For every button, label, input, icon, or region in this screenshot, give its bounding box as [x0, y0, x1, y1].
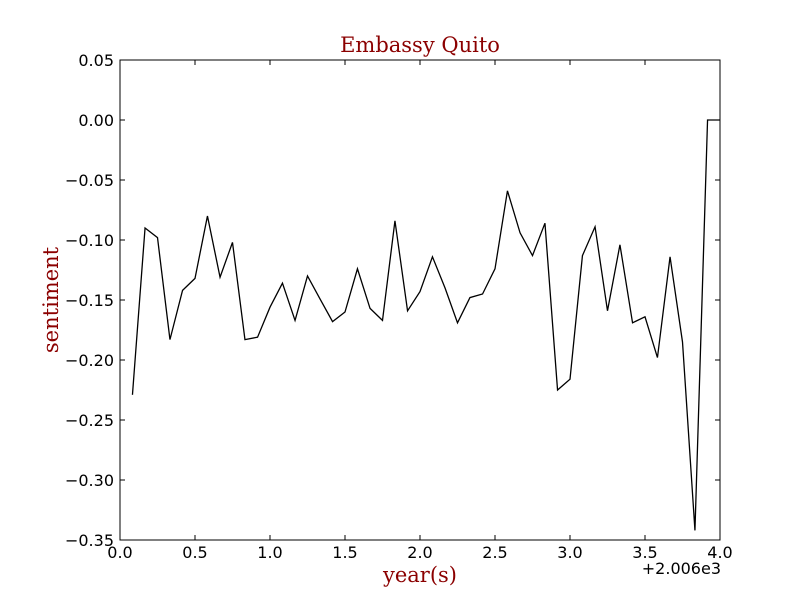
chart-title: Embassy Quito	[340, 33, 500, 57]
y-tick-label: −0.30	[65, 471, 114, 490]
y-tick-label: −0.25	[65, 411, 114, 430]
plot-frame	[119, 59, 721, 541]
x-tick-label: 0.5	[182, 543, 207, 562]
x-offset-label: +2.006e3	[642, 559, 721, 578]
x-tick-label: 1.5	[332, 543, 357, 562]
y-tick-label: 0.05	[78, 51, 114, 70]
y-tick-label: 0.00	[78, 111, 114, 130]
y-tick-label: −0.05	[65, 171, 114, 190]
x-tick-label: 0.0	[107, 543, 132, 562]
x-axis-label: year(s)	[382, 563, 457, 587]
x-tick-label: 3.0	[557, 543, 582, 562]
x-tick-label: 2.5	[482, 543, 507, 562]
x-tick-label: 2.0	[407, 543, 432, 562]
series-line	[131, 119, 720, 531]
ticks-group: 0.0 0.5 1.0 1.5 2.0 2.5 3.0 3.5 4.0 0.05 0.00 −0.05…	[65, 51, 733, 562]
x-tick-label: 1.0	[257, 543, 282, 562]
y-axis-label: sentiment	[39, 246, 63, 353]
y-tick-label: −0.20	[65, 351, 114, 370]
x-tick-label: 4.0	[707, 543, 732, 562]
y-tick-label: −0.10	[65, 231, 114, 250]
x-tick-label: 3.5	[632, 543, 657, 562]
y-tick-label: −0.15	[65, 291, 114, 310]
y-tick-label: −0.35	[65, 531, 114, 550]
